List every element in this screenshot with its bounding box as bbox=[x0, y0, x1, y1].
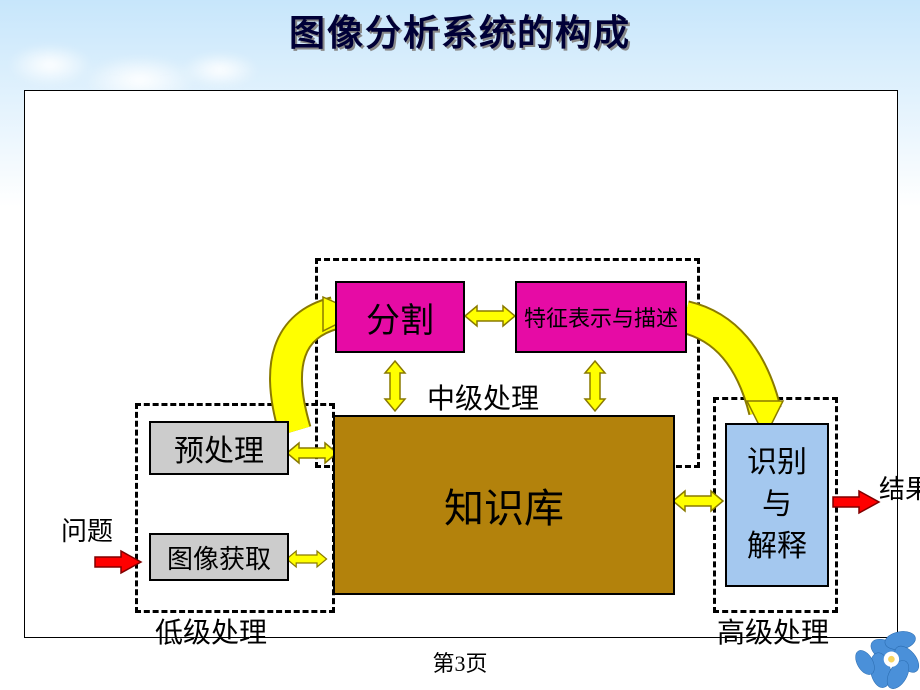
box-feature: 特征表示与描述 bbox=[515, 281, 687, 353]
box-knowledge-label: 知识库 bbox=[444, 476, 564, 534]
box-acquire-label: 图像获取 bbox=[167, 539, 271, 576]
page-title: 图像分析系统的构成 bbox=[0, 4, 920, 56]
box-knowledge: 知识库 bbox=[333, 415, 675, 595]
box-preprocess-label: 预处理 bbox=[174, 426, 264, 470]
box-preprocess: 预处理 bbox=[149, 421, 289, 475]
box-acquire: 图像获取 bbox=[149, 533, 289, 581]
flower-icon bbox=[810, 580, 920, 690]
label-problem: 问题 bbox=[61, 511, 113, 548]
box-segmentation: 分割 bbox=[335, 281, 465, 353]
box-segmentation-label: 分割 bbox=[366, 293, 434, 342]
box-recognize-label: 识别 与 解释 bbox=[747, 442, 807, 568]
diagram-frame: 分割 特征表示与描述 预处理 图像获取 知识库 识别 与 解释 中级处理 低级处… bbox=[24, 90, 898, 638]
page-number: 第3页 bbox=[0, 646, 920, 678]
box-recognize: 识别 与 解释 bbox=[725, 423, 829, 587]
label-result: 结果 bbox=[879, 469, 920, 506]
box-feature-label: 特征表示与描述 bbox=[524, 301, 678, 333]
label-mid: 中级处理 bbox=[427, 377, 539, 417]
label-low: 低级处理 bbox=[155, 611, 267, 651]
